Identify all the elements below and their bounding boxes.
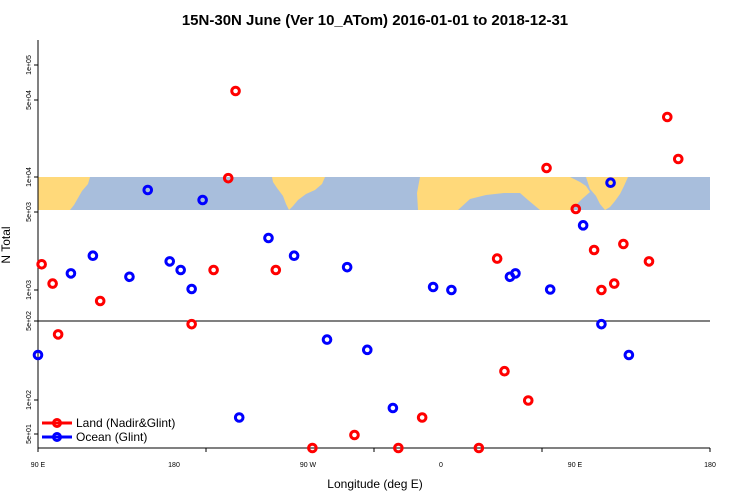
- land-point: [222, 172, 234, 184]
- plot-frame: [37, 40, 710, 449]
- y-tick-label: 1e+03: [26, 280, 33, 300]
- x-tick-label: 180: [168, 462, 180, 469]
- ocean-point: [142, 184, 154, 196]
- land-point: [349, 429, 360, 441]
- y-tick-label: 5e+03: [26, 202, 33, 222]
- ocean-point: [544, 284, 556, 295]
- land-point: [307, 442, 318, 454]
- y-tick-label: 5e+01: [26, 424, 33, 444]
- map-land-asia: [38, 177, 90, 210]
- ocean-point: [596, 318, 607, 330]
- ocean-point: [288, 250, 300, 262]
- ocean-point: [197, 194, 208, 206]
- land-point: [36, 258, 47, 270]
- ocean-point: [164, 256, 176, 267]
- ocean-point: [341, 261, 353, 273]
- land-point: [52, 329, 64, 340]
- land-point: [208, 264, 219, 276]
- land-point: [230, 85, 241, 97]
- ocean-point: [510, 268, 521, 279]
- legend-land-label: Land (Nadir&Glint): [76, 416, 175, 430]
- data-points: [32, 85, 684, 454]
- ocean-point: [233, 412, 245, 423]
- map-land-americas: [272, 177, 325, 210]
- land-point: [491, 253, 503, 264]
- ocean-point: [605, 177, 616, 189]
- ocean-point: [186, 283, 197, 295]
- y-tick-label: 5e+04: [26, 90, 33, 110]
- ocean-point: [387, 402, 399, 414]
- land-point: [473, 442, 485, 454]
- land-point: [499, 365, 510, 377]
- land-point: [393, 442, 404, 454]
- ocean-point: [446, 284, 457, 296]
- world-map-band: [38, 177, 710, 210]
- ocean-point: [87, 250, 99, 262]
- x-axis-label: Longitude (deg E): [327, 477, 422, 491]
- y-tick-label: 1e+05: [26, 55, 33, 75]
- legend-ocean-marker: [52, 432, 62, 442]
- ocean-point: [577, 220, 589, 231]
- land-point: [522, 395, 534, 406]
- land-point: [588, 244, 600, 256]
- map-land-africa: [417, 177, 590, 210]
- x-tick-label: 180: [704, 462, 716, 469]
- land-point: [270, 264, 282, 276]
- x-axis: 90 E 180 90 W 0 90 E 180: [31, 448, 716, 469]
- land-point: [596, 284, 607, 296]
- land-point: [643, 256, 655, 267]
- y-axis-label: N Total: [0, 226, 13, 263]
- ocean-point: [427, 281, 439, 293]
- land-point: [186, 318, 197, 330]
- map-land-india: [586, 177, 628, 210]
- ocean-point: [175, 264, 186, 276]
- y-axis: 5e+01 1e+02 5e+02 1e+03 5e+03 1e+04 5e+04 1e+05: [26, 55, 38, 444]
- land-point: [570, 203, 582, 215]
- y-tick-label: 5e+02: [26, 311, 33, 331]
- land-point: [608, 278, 620, 289]
- legend-land-marker: [52, 418, 62, 428]
- chart-title: 15N-30N June (Ver 10_ATom) 2016-01-01 to…: [182, 12, 568, 29]
- x-tick-label: 90 E: [31, 462, 46, 469]
- ocean-point: [124, 271, 135, 283]
- land-point: [672, 153, 684, 165]
- land-point: [416, 412, 428, 423]
- legend: Land (Nadir&Glint) Ocean (Glint): [42, 416, 175, 444]
- y-tick-label: 1e+04: [26, 167, 33, 187]
- ocean-point: [32, 349, 44, 361]
- land-point: [94, 295, 106, 307]
- x-tick-label: 90 W: [300, 462, 317, 469]
- land-point: [47, 278, 58, 289]
- ocean-point: [623, 349, 635, 361]
- land-point: [661, 111, 673, 123]
- legend-ocean-label: Ocean (Glint): [76, 430, 147, 444]
- x-tick-label: 90 E: [568, 462, 583, 469]
- ocean-point: [321, 334, 333, 345]
- ocean-point: [263, 232, 274, 244]
- ocean-point: [361, 344, 373, 356]
- land-point: [618, 238, 629, 250]
- ocean-point: [65, 268, 77, 279]
- land-point: [541, 162, 552, 174]
- x-tick-label: 0: [439, 462, 443, 469]
- y-tick-label: 1e+02: [26, 390, 33, 410]
